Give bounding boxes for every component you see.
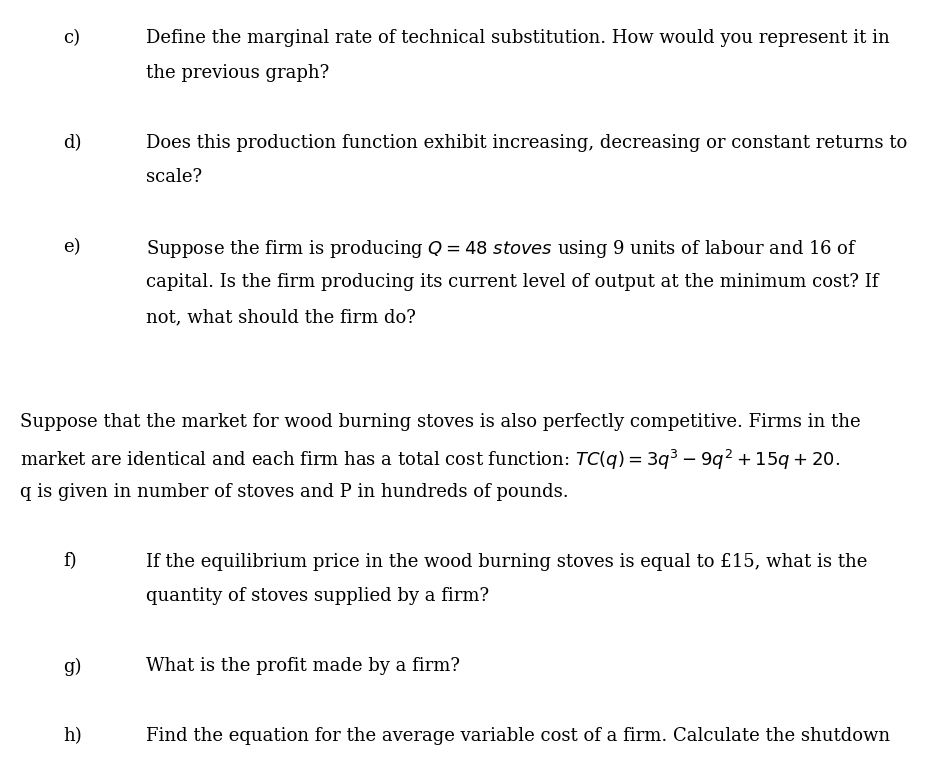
- Text: scale?: scale?: [146, 168, 203, 187]
- Text: g): g): [63, 657, 81, 676]
- Text: d): d): [63, 134, 81, 152]
- Text: h): h): [63, 727, 81, 745]
- Text: Does this production function exhibit increasing, decreasing or constant returns: Does this production function exhibit in…: [146, 134, 907, 152]
- Text: Find the equation for the average variable cost of a firm. Calculate the shutdow: Find the equation for the average variab…: [146, 727, 891, 745]
- Text: the previous graph?: the previous graph?: [146, 64, 330, 82]
- Text: capital. Is the firm producing its current level of output at the minimum cost? : capital. Is the firm producing its curre…: [146, 273, 879, 291]
- Text: not, what should the firm do?: not, what should the firm do?: [146, 308, 416, 326]
- Text: quantity of stoves supplied by a firm?: quantity of stoves supplied by a firm?: [146, 587, 490, 606]
- Text: q is given in number of stoves and P in hundreds of pounds.: q is given in number of stoves and P in …: [20, 483, 569, 501]
- Text: f): f): [63, 553, 77, 571]
- Text: c): c): [63, 29, 80, 47]
- Text: market are identical and each firm has a total cost function: $TC(q) = 3q^3 - 9q: market are identical and each firm has a…: [20, 448, 841, 472]
- Text: e): e): [63, 238, 81, 257]
- Text: What is the profit made by a firm?: What is the profit made by a firm?: [146, 657, 460, 676]
- Text: Suppose the firm is producing $Q = 48$ $\mathit{stoves}$ using 9 units of labour: Suppose the firm is producing $Q = 48$ $…: [146, 238, 857, 260]
- Text: Suppose that the market for wood burning stoves is also perfectly competitive. F: Suppose that the market for wood burning…: [20, 413, 861, 431]
- Text: If the equilibrium price in the wood burning stoves is equal to £15, what is the: If the equilibrium price in the wood bur…: [146, 553, 868, 571]
- Text: Define the marginal rate of technical substitution. How would you represent it i: Define the marginal rate of technical su…: [146, 29, 890, 47]
